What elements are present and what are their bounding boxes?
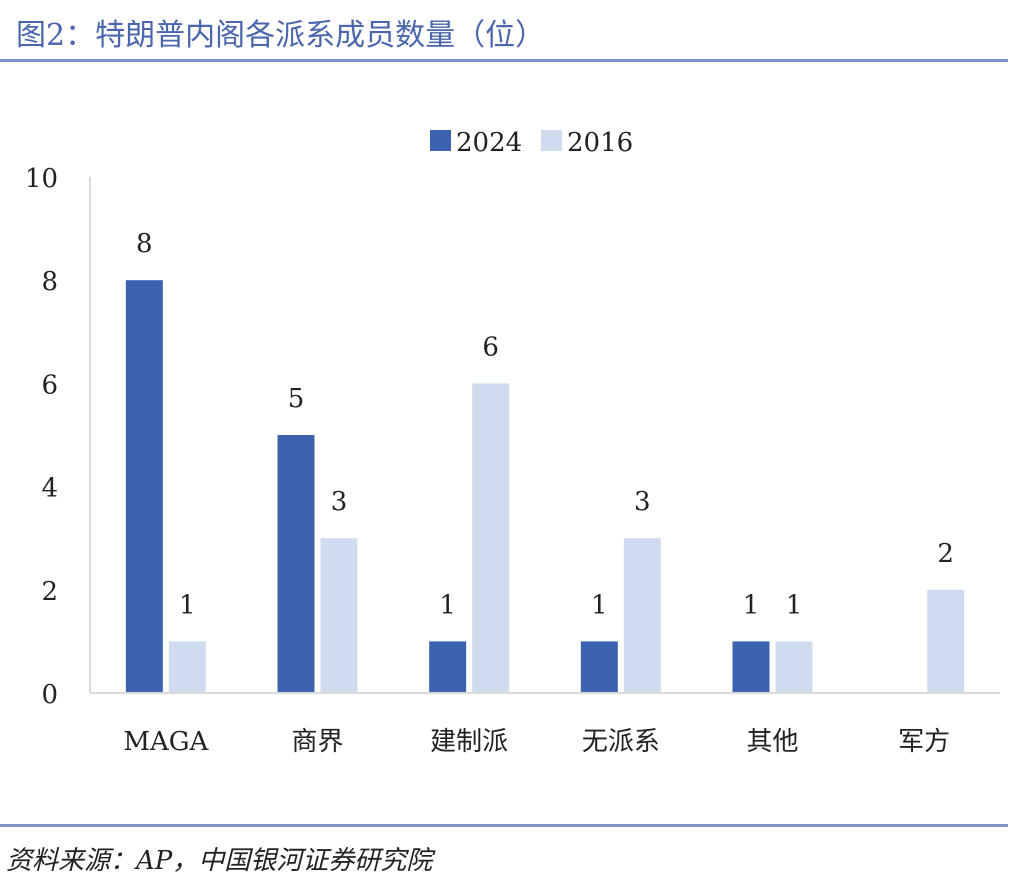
figure-title: 图2：特朗普内阁各派系成员数量（位）: [16, 18, 546, 53]
y-axis: 0 2 4 6 8 10: [25, 164, 91, 710]
x-tick-label: 无派系: [582, 727, 660, 757]
title-rule: [0, 59, 1008, 62]
data-label-2016-2: 6: [482, 332, 499, 362]
bar-2024-0: [125, 280, 163, 693]
data-label-2024-0: 8: [136, 229, 153, 259]
legend-label-2016: 2016: [567, 128, 633, 158]
x-tick-label: MAGA: [123, 727, 209, 757]
bar-2016-5: [927, 589, 965, 693]
x-tick-label: 商界: [291, 727, 343, 757]
bar-2016-3: [623, 538, 661, 693]
bar-2024-4: [732, 641, 770, 693]
data-label-2024-2: 1: [439, 590, 456, 620]
bar-2016-2: [472, 383, 510, 693]
data-label-2016-3: 3: [634, 487, 651, 517]
source-rule: [0, 824, 1008, 827]
bars: [125, 280, 965, 693]
legend: 2024 2016: [430, 128, 633, 158]
y-tick-label: 8: [41, 267, 58, 297]
bar-2016-4: [775, 641, 813, 693]
data-label-2024-1: 5: [288, 384, 305, 414]
y-tick-label: 4: [41, 474, 58, 504]
x-tick-label: 其他: [746, 727, 798, 757]
data-label-2024-4: 1: [743, 590, 760, 620]
source-note: 资料来源：AP，中国银河证券研究院: [6, 846, 433, 876]
data-label-2016-1: 3: [331, 487, 348, 517]
data-label-2016-0: 1: [179, 590, 196, 620]
bar-2024-1: [277, 435, 315, 693]
bar-2016-1: [320, 538, 358, 693]
y-tick-label: 6: [41, 370, 58, 400]
y-tick-label: 2: [41, 577, 58, 607]
x-axis: MAGA 商界 建制派 无派系 其他 军方: [90, 692, 1000, 757]
x-tick-label: 建制派: [430, 727, 508, 757]
legend-swatch-2016: [541, 130, 562, 151]
data-label-2024-3: 1: [591, 590, 608, 620]
bar-2024-3: [580, 641, 618, 693]
data-label-2016-5: 2: [937, 539, 954, 569]
bar-2016-0: [168, 641, 206, 693]
legend-swatch-2024: [430, 130, 451, 151]
legend-label-2024: 2024: [456, 128, 522, 158]
bar-2024-2: [429, 641, 467, 693]
y-tick-label: 10: [25, 164, 58, 194]
y-tick-label: 0: [41, 680, 58, 710]
x-tick-label: 军方: [898, 727, 950, 757]
data-label-2016-4: 1: [786, 590, 803, 620]
